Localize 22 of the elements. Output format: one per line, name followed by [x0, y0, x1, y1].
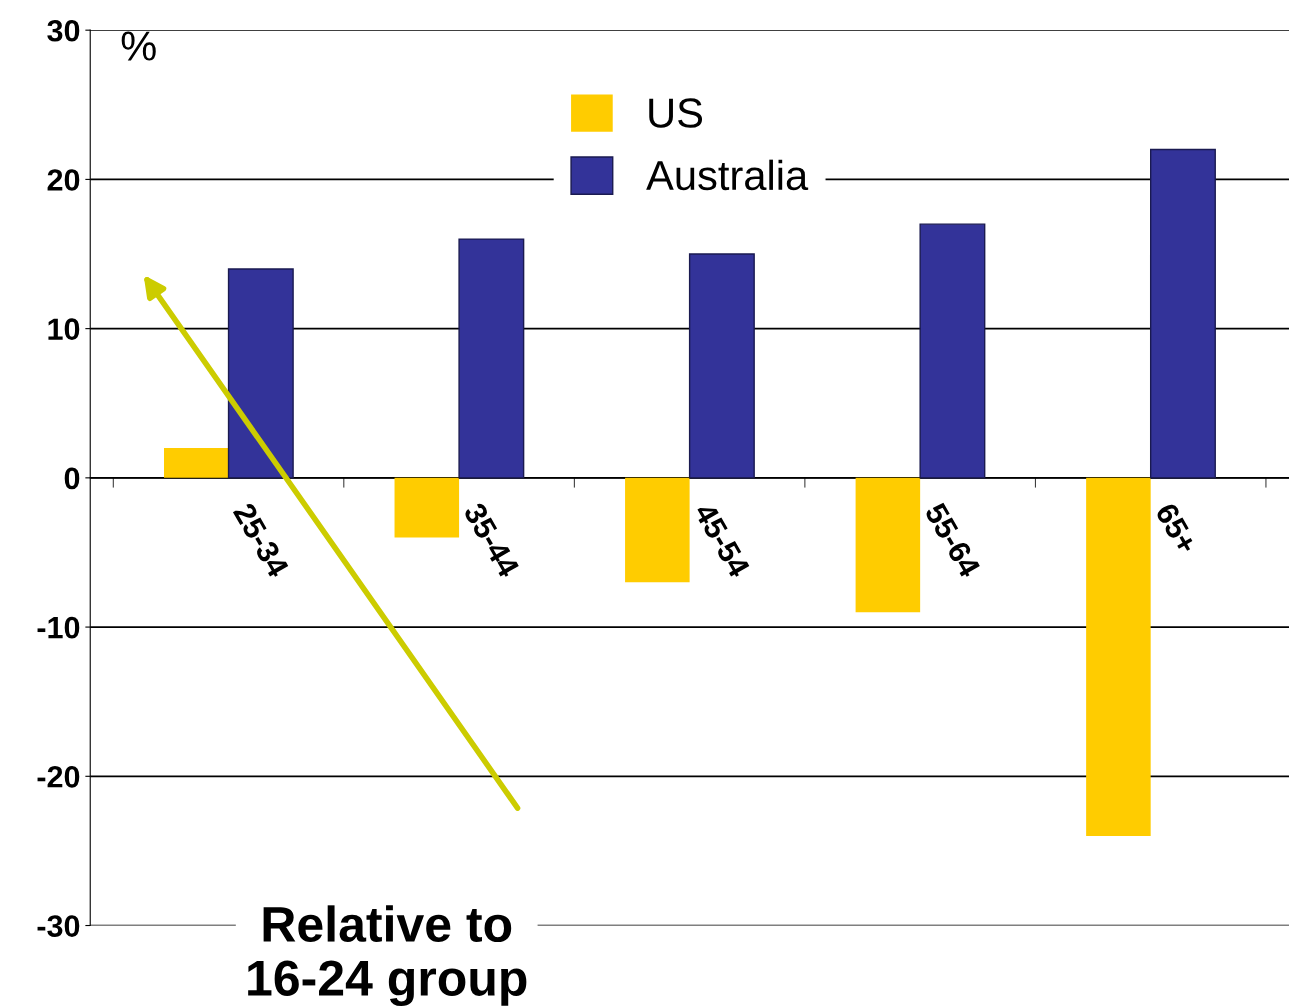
bar — [1149, 148, 1216, 479]
bar — [688, 253, 755, 479]
bar — [625, 477, 690, 583]
y-tick-label: 30 — [47, 19, 80, 42]
bar — [164, 448, 229, 478]
y-tick-label: -10 — [37, 616, 80, 639]
y-tick-label: -20 — [37, 766, 80, 788]
annotation: Relative to 16-24 group — [248, 905, 527, 1006]
y-tick-label: 0 — [64, 467, 80, 490]
y-tick-label: 20 — [47, 169, 80, 191]
y-axis-title: % — [121, 31, 156, 61]
x-tick-label: 65+ — [1154, 501, 1199, 556]
y-tick-label: 10 — [48, 318, 80, 340]
bar — [919, 223, 986, 479]
legend-label: US — [649, 98, 703, 128]
y-tick-label: -30 — [37, 915, 80, 937]
legend-label: Australia — [646, 159, 809, 191]
bar — [855, 477, 921, 613]
bar — [458, 238, 525, 479]
bar — [1086, 477, 1151, 836]
bar — [394, 477, 460, 538]
bar — [227, 268, 294, 479]
